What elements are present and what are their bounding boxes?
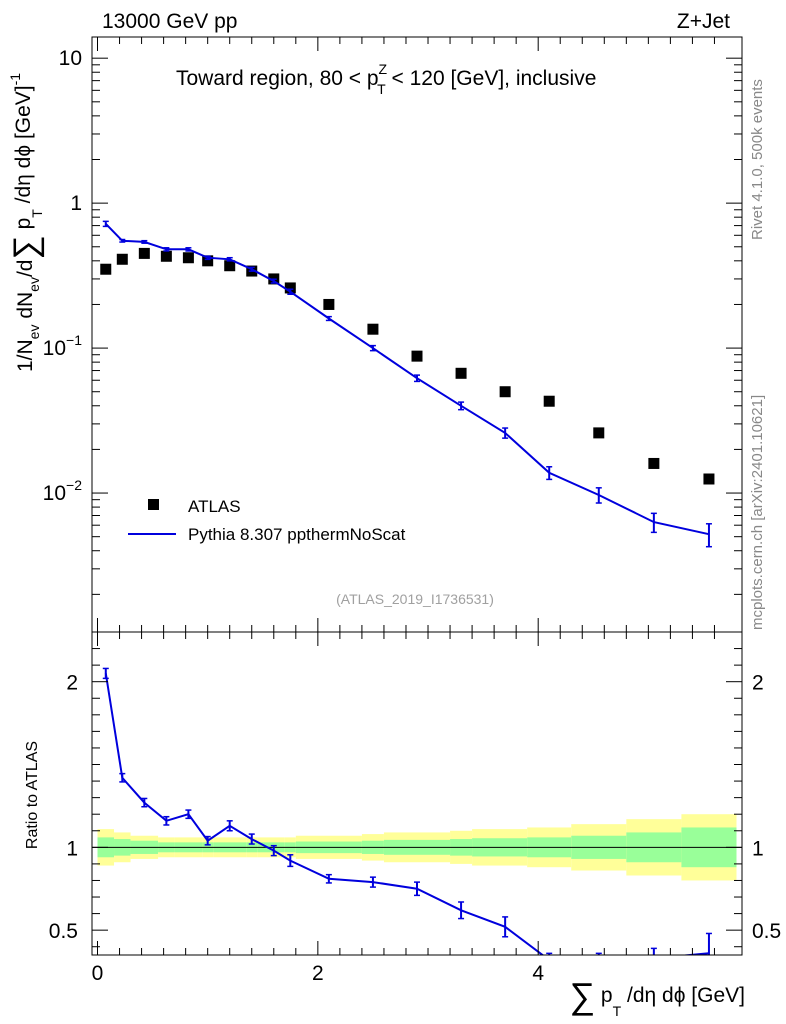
text-part: T xyxy=(613,1003,622,1019)
text-part: 10 xyxy=(59,47,82,70)
text-part: p xyxy=(12,218,35,236)
text-part: 2 xyxy=(66,672,78,695)
atlas-data-point xyxy=(593,427,605,439)
axis-ticks xyxy=(92,37,742,955)
text-part: 0 xyxy=(92,962,104,985)
header-right-label: Z+Jet xyxy=(677,10,730,33)
ratio-y-tick-label: 0.5 xyxy=(49,920,78,943)
atlas-data-point xyxy=(455,367,467,379)
text-part: 0.5 xyxy=(752,920,781,943)
legend-atlas-marker xyxy=(148,499,159,510)
text-part: 1 xyxy=(66,837,78,860)
text-part: −1 xyxy=(66,332,82,348)
text-part: 0.5 xyxy=(49,920,78,943)
ratio-series-group xyxy=(102,667,712,955)
atlas-data-point xyxy=(703,473,715,485)
ratio-pythia-line xyxy=(104,673,709,955)
text-part: /d xyxy=(14,260,37,278)
pythia-line xyxy=(105,223,710,536)
ratio-y-tick-label-right: 1 xyxy=(752,837,764,860)
text-part: ev xyxy=(26,277,42,292)
text-part: 10 xyxy=(43,337,66,360)
atlas-data-point xyxy=(648,457,660,469)
atlas-data-point xyxy=(499,386,511,398)
axes-frames xyxy=(91,36,743,956)
atlas-data-point xyxy=(367,323,379,335)
text-part: T xyxy=(29,209,45,218)
text-part: Z xyxy=(379,61,388,77)
atlas-data-point xyxy=(182,252,194,264)
text-part: ∑ xyxy=(7,235,45,259)
x-tick-label: 4 xyxy=(532,962,544,985)
text-part: 2 xyxy=(312,962,324,985)
atlas-data-point xyxy=(160,250,172,262)
text-part: p xyxy=(595,984,613,1007)
ratio-y-tick-label: 2 xyxy=(66,672,78,695)
atlas-data-point xyxy=(202,255,214,267)
text-part: < 120 [GeV], inclusive xyxy=(386,67,597,90)
ratio-y-tick-label-right: 0.5 xyxy=(752,920,781,943)
rivet-version-label: Rivet 4.1.0, 500k events xyxy=(749,79,766,240)
atlas-data-point xyxy=(224,260,236,272)
main-y-tick-label: 10 xyxy=(59,47,82,70)
text-part: 1/N xyxy=(14,339,37,372)
text-part: dN xyxy=(14,292,37,325)
text-part: /dη dϕ [GeV] xyxy=(621,984,745,1007)
main-y-axis-label: 1/Nev dNev/d∑ pT /dη dϕ [GeV]-1 xyxy=(7,73,45,372)
legend: ATLAS Pythia 8.307 ppthermNoScat xyxy=(128,497,406,544)
text-part: 4 xyxy=(532,962,544,985)
mcplots-reference-label: mcplots.cern.ch [arXiv:2401.10621] xyxy=(749,395,766,630)
main-y-tick-label: 1 xyxy=(70,192,82,215)
text-part: 1 xyxy=(752,837,764,860)
text-part: ev xyxy=(26,325,42,340)
atlas-data-point xyxy=(116,253,128,265)
ratio-panel-frame xyxy=(91,631,743,956)
text-part: 2 xyxy=(752,672,764,695)
ratio-uncertainty-bands xyxy=(92,814,742,881)
text-part: /dη dϕ [GeV] xyxy=(12,85,35,209)
x-axis-label: ∑ pT /dη dϕ [GeV] xyxy=(569,975,745,1019)
ratio-y-tick-label-right: 2 xyxy=(752,672,764,695)
ratio-panel-content xyxy=(102,667,712,955)
x-tick-label: 2 xyxy=(312,962,324,985)
text-part: −2 xyxy=(66,477,82,493)
text-part: ∑ xyxy=(569,975,595,1016)
text-part: 10 xyxy=(43,482,66,505)
chart-title: Toward region, 80 < pZ T < 120 [GeV], inc… xyxy=(176,61,596,97)
ratio-y-tick-label: 1 xyxy=(66,837,78,860)
ratio-y-axis-label: Ratio to ATLAS xyxy=(24,741,41,849)
x-tick-label: 0 xyxy=(92,962,104,985)
atlas-data-point xyxy=(411,350,423,362)
main-y-tick-label: 10−1 xyxy=(43,332,83,360)
main-panel-content xyxy=(100,220,715,548)
main-y-tick-label: 10−2 xyxy=(43,477,83,505)
atlas-data-point xyxy=(543,395,555,407)
atlas-data-point xyxy=(100,263,112,275)
atlas-data-point xyxy=(323,298,335,310)
header-left-label: 13000 GeV pp xyxy=(102,10,237,33)
legend-atlas-label: ATLAS xyxy=(188,497,241,516)
atlas-data-point xyxy=(138,247,150,259)
atlas-data-point xyxy=(284,282,296,294)
text-part: -1 xyxy=(7,73,23,86)
text-part: T xyxy=(377,81,386,97)
analysis-watermark: (ATLAS_2019_I1736531) xyxy=(336,591,494,607)
legend-pythia-label: Pythia 8.307 ppthermNoScat xyxy=(188,525,406,544)
text-part: 1 xyxy=(70,192,82,215)
text-part: Toward region, 80 < p xyxy=(176,67,379,90)
